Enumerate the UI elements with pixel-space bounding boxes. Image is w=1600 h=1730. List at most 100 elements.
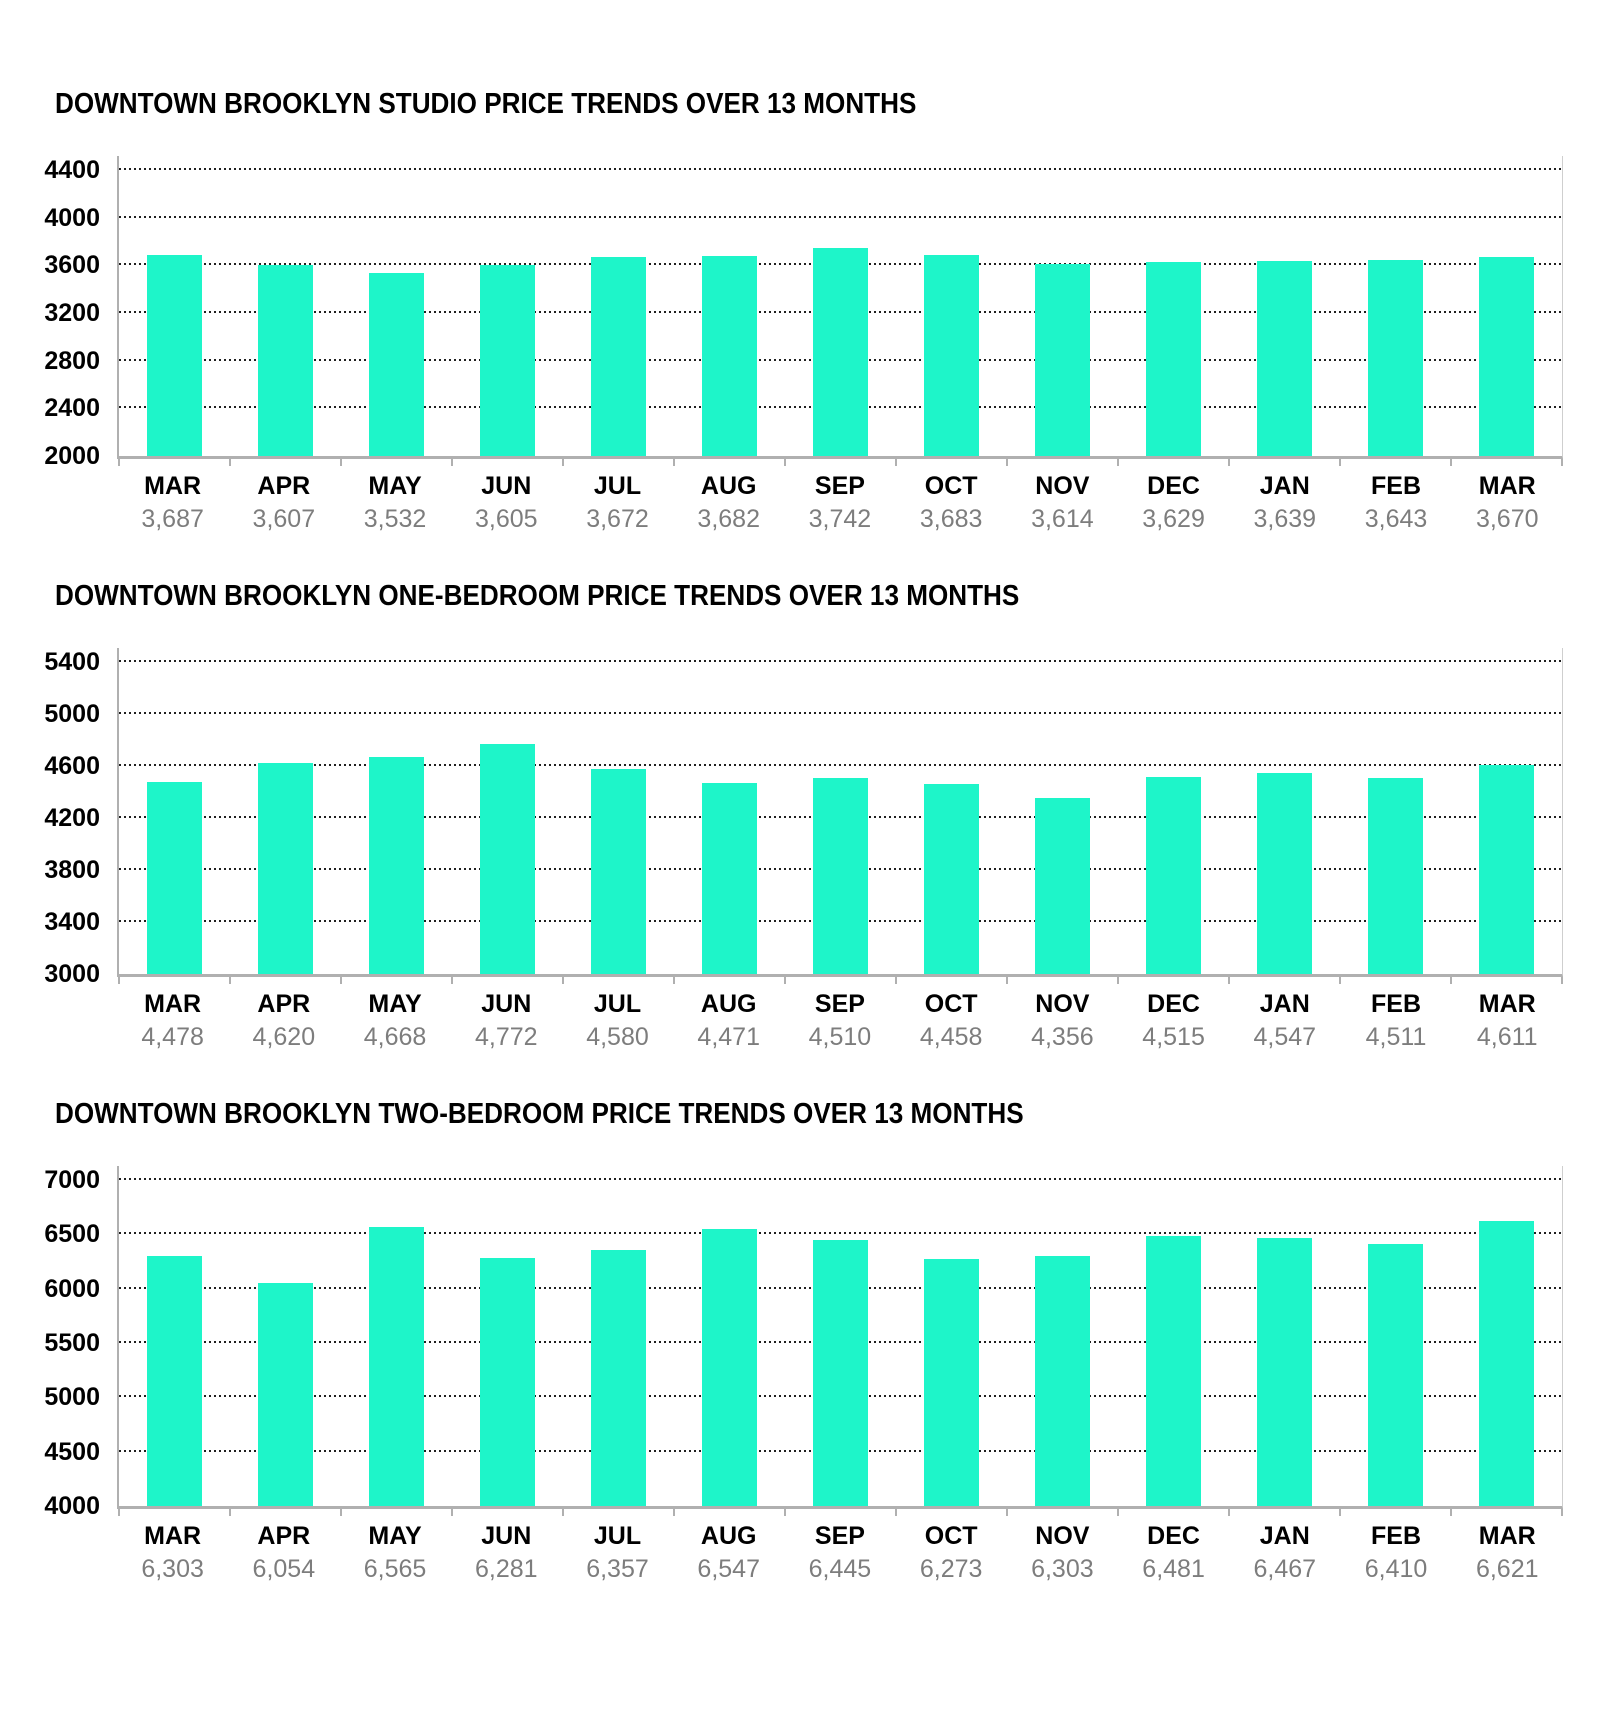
value-label: 3,607 [252,505,316,533]
value-label: 4,478 [141,1023,204,1051]
gridline [119,168,1562,170]
y-tick-label: 3800 [44,856,100,884]
y-tick-label: 7000 [44,1166,100,1194]
bar [257,763,314,974]
bar [590,768,647,974]
chart-body: 2000 2400 2800 3200 3600 4000 4400 MAR 3,687 APR… [20,156,1563,534]
month-label: MAY [368,990,422,1018]
bar [590,256,647,456]
value-label: 3,629 [1142,505,1205,533]
gridline [119,215,1562,218]
x-axis-tick [1561,1509,1563,1516]
y-axis: 2000 2400 2800 3200 3600 4000 4400 [20,156,117,469]
value-label: 3,742 [808,505,872,533]
bar [146,781,203,974]
value-label: 3,614 [1031,505,1094,533]
x-axis-tick [894,977,897,984]
month-label: OCT [924,472,978,500]
bar [923,255,980,456]
bar [1478,1221,1535,1506]
y-tick-label: 3600 [44,251,100,280]
month-label: MAR [144,990,202,1018]
month-label: DEC [1147,990,1200,1018]
category-cell: AUG 4,471 [673,989,784,1052]
month-label: MAR [1478,472,1536,500]
category-cell: FEB 6,410 [1340,1521,1451,1584]
value-label: 6,281 [474,1555,538,1583]
x-axis-tick [1116,459,1119,466]
category-cell: AUG 3,682 [673,471,784,534]
value-label: 4,772 [474,1023,538,1051]
month-label: MAR [144,1522,202,1550]
bar [1145,777,1202,974]
bar [1145,261,1202,456]
category-cell: FEB 3,643 [1340,471,1451,534]
month-label: AUG [700,472,757,500]
y-tick-label: 4000 [44,1492,100,1520]
x-axis-tick [1116,977,1119,984]
month-label: JUL [593,472,642,500]
bar [479,1258,536,1506]
plot-wrap: MAR 6,303 APR 6,054 MAY 6,565 JUN 6,281 JUL 6,357… [117,1166,1563,1584]
plot-wrap: MAR 3,687 APR 3,607 MAY 3,532 JUN 3,605 JUL 3,672… [117,156,1563,534]
value-label: 6,054 [252,1555,316,1583]
month-label: JAN [1259,1522,1310,1550]
gridline [119,712,1562,714]
category-cell: JAN 4,547 [1229,989,1340,1052]
x-axis-labels: MAR 4,478 APR 4,620 MAY 4,668 JUN 4,772 JUL 4,580… [117,989,1563,1052]
chart-title: DOWNTOWN BROOKLYN STUDIO PRICE TRENDS OV… [55,88,1563,120]
value-label: 4,611 [1476,1023,1538,1051]
x-axis-tick [339,1509,342,1516]
y-axis: 4000 4500 5000 5500 6000 6500 7000 [20,1166,117,1519]
month-label: SEP [814,472,865,500]
chart-title-text: DOWNTOWN BROOKLYN ONE-BEDROOM PRICE TREN… [55,580,1020,612]
y-tick-label: 5500 [44,1329,100,1357]
x-axis-tick [1005,459,1008,466]
value-label: 6,481 [1142,1555,1205,1583]
x-axis-tick [1450,459,1452,466]
x-axis-tick [451,1509,453,1516]
chart-title: DOWNTOWN BROOKLYN ONE-BEDROOM PRICE TREN… [55,580,1563,612]
gridline [119,660,1562,662]
plot-area [117,648,1563,984]
x-axis-tick [784,977,786,984]
value-label: 6,445 [808,1555,872,1583]
month-label: AUG [700,990,757,1018]
y-tick-label: 4000 [44,203,100,232]
y-tick-label: 6000 [44,1274,100,1303]
value-label: 3,639 [1253,505,1317,533]
y-tick-label: 4600 [44,752,100,780]
x-axis-tick [228,459,231,466]
chart-body: 4000 4500 5000 5500 6000 6500 7000 MAR 6,303 APR… [20,1166,1563,1584]
value-label: 3,672 [586,505,649,533]
value-label: 3,670 [1475,505,1539,533]
bar [812,248,869,456]
bar [923,784,980,974]
value-label: 6,467 [1253,1555,1317,1583]
x-axis-tick [561,459,564,466]
x-axis-tick [561,977,564,984]
x-axis-tick [1339,977,1341,984]
gridline [119,1232,1562,1235]
category-cell: FEB 4,511 [1340,989,1451,1052]
chart-body: 3000 3400 3800 4200 4600 5000 5400 MAR 4,478 APR… [20,648,1563,1052]
y-tick-label: 2800 [44,346,100,375]
x-axis-tick [228,977,231,984]
x-axis-tick [118,1509,120,1516]
category-cell: JUL 4,580 [562,989,673,1052]
month-label: JUN [481,1522,532,1550]
category-cell: MAR 4,611 [1452,989,1563,1052]
bar [1256,1237,1313,1506]
month-label: MAR [1478,1522,1536,1550]
value-label: 3,687 [141,505,204,533]
bar [923,1259,980,1506]
category-cell: MAR 3,687 [117,471,228,534]
value-label: 3,683 [919,505,983,533]
category-cell: JAN 6,467 [1229,1521,1340,1584]
value-label: 4,620 [252,1023,316,1051]
category-cell: APR 4,620 [228,989,339,1052]
category-cell: APR 6,054 [228,1521,339,1584]
category-cell: OCT 3,683 [896,471,1007,534]
month-label: MAR [144,472,202,500]
x-axis-tick [1005,1509,1008,1516]
